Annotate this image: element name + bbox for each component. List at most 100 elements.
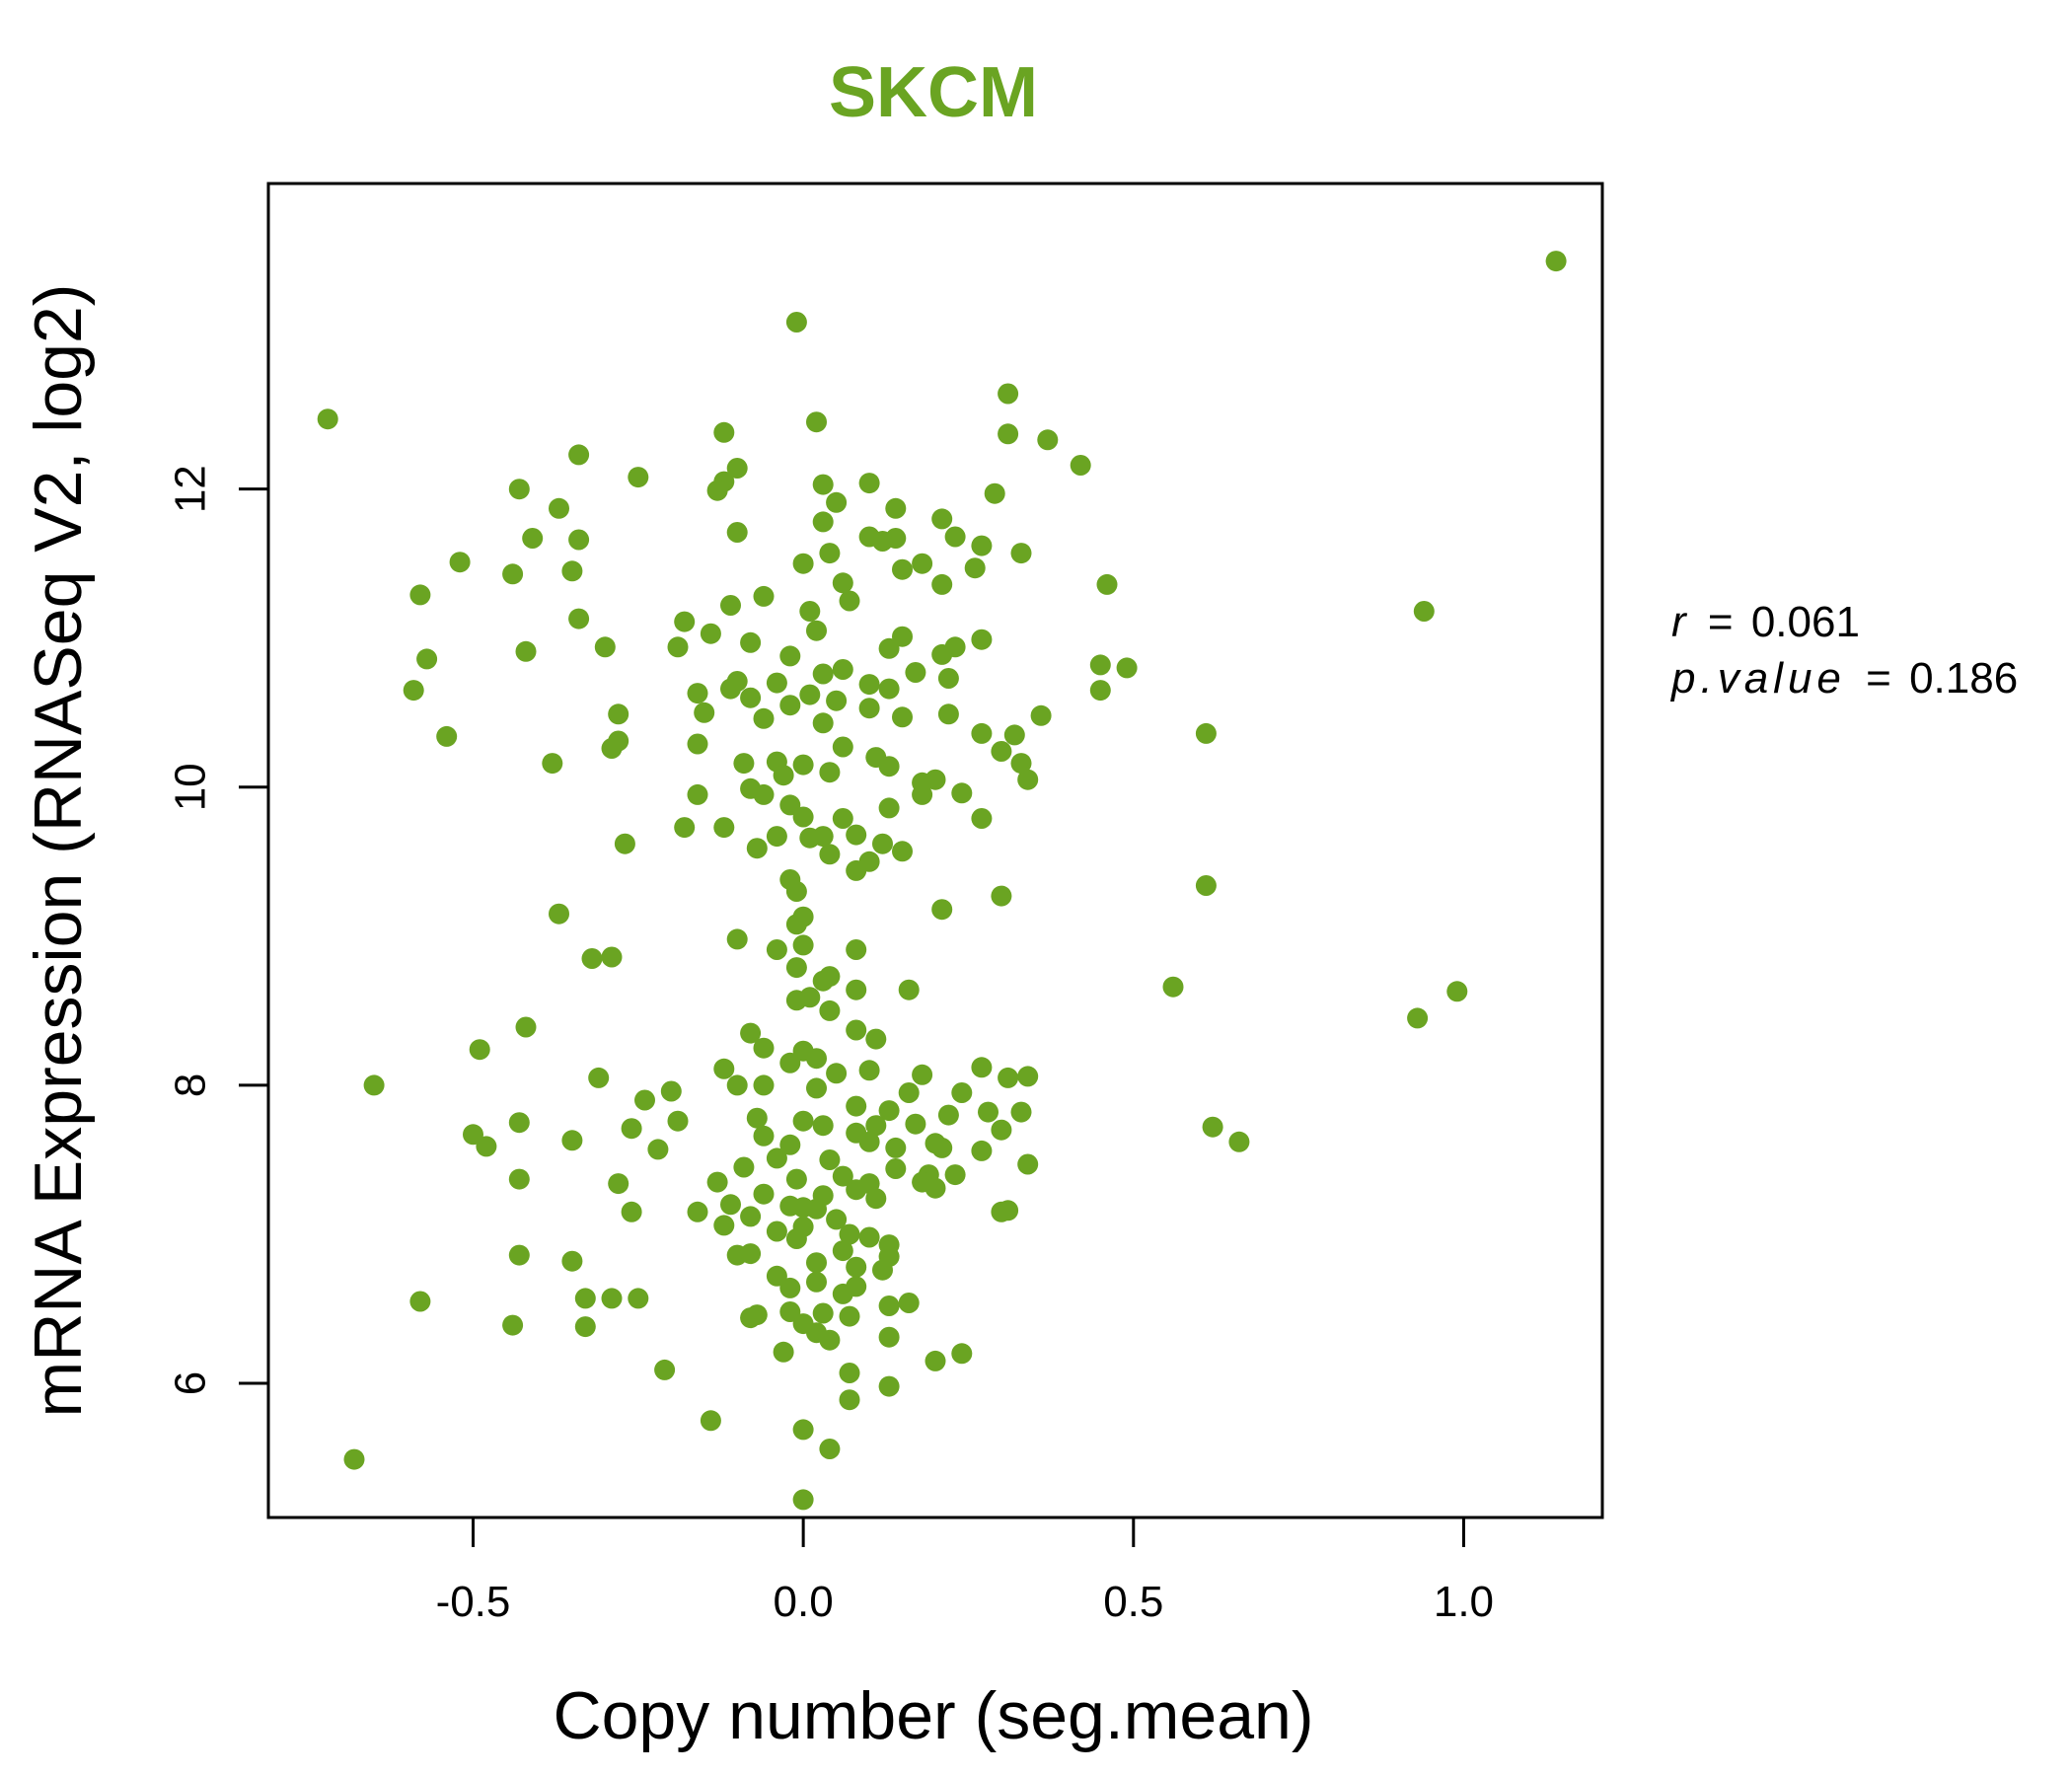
data-point <box>766 1265 787 1287</box>
y-tick-label: 8 <box>167 1073 215 1097</box>
data-point <box>971 722 993 744</box>
data-point <box>885 1158 907 1179</box>
p-equals: = <box>1866 654 1891 703</box>
data-point <box>1162 976 1184 998</box>
data-point <box>476 1136 497 1157</box>
data-point <box>502 563 524 585</box>
data-point <box>713 421 735 443</box>
data-point <box>713 817 735 839</box>
data-point <box>628 1288 649 1309</box>
data-point <box>799 601 821 622</box>
data-point <box>416 648 438 670</box>
data-point <box>694 702 715 723</box>
data-point <box>706 1171 728 1193</box>
data-point <box>608 1173 629 1195</box>
data-point <box>1228 1131 1250 1152</box>
r-equals: = <box>1708 598 1734 646</box>
data-point <box>779 1134 801 1155</box>
data-point <box>971 1140 993 1161</box>
plot-frame <box>266 182 1604 1519</box>
data-point <box>1003 724 1025 746</box>
data-point <box>819 1149 841 1170</box>
data-point <box>1037 429 1059 451</box>
data-point <box>779 1052 801 1073</box>
data-point <box>574 1288 596 1309</box>
data-point <box>363 1074 385 1096</box>
data-point <box>931 1137 953 1158</box>
data-point <box>687 1201 708 1222</box>
y-axis: 6 8 10 12 <box>167 465 270 1395</box>
data-point <box>1545 251 1567 272</box>
data-point <box>515 1016 537 1038</box>
data-point <box>912 1064 933 1085</box>
data-point <box>839 1305 860 1327</box>
data-point <box>766 1221 787 1242</box>
data-point <box>898 979 920 1000</box>
data-point <box>766 1147 787 1169</box>
data-point <box>508 1168 530 1190</box>
data-point <box>826 491 848 513</box>
data-point <box>792 1110 814 1132</box>
data-point <box>726 928 748 950</box>
data-point <box>865 1188 887 1210</box>
data-point <box>846 1019 867 1041</box>
data-point <box>872 833 893 854</box>
y-tick-label: 6 <box>167 1371 215 1395</box>
x-tick-label: 0.5 <box>1103 1578 1163 1626</box>
data-point <box>892 558 913 580</box>
data-point <box>931 508 953 530</box>
data-point <box>733 753 755 775</box>
data-point <box>1089 680 1111 702</box>
data-point <box>799 684 821 705</box>
data-point <box>561 1250 583 1272</box>
data-point <box>846 1095 867 1117</box>
data-point <box>819 999 841 1021</box>
data-point <box>944 1164 966 1186</box>
data-point <box>832 1165 853 1187</box>
data-point <box>713 1058 735 1079</box>
data-point <box>621 1201 642 1222</box>
data-point <box>574 1316 596 1338</box>
data-point <box>971 808 993 829</box>
data-point <box>846 824 867 846</box>
data-point <box>785 1228 807 1249</box>
data-point <box>449 552 471 573</box>
data-point <box>773 765 794 786</box>
data-point <box>654 1359 676 1380</box>
data-point <box>601 738 623 759</box>
data-point <box>549 497 569 519</box>
data-point <box>1070 455 1091 476</box>
data-point <box>858 473 880 494</box>
data-point <box>766 672 787 694</box>
data-point <box>998 383 1019 405</box>
data-point <box>1202 1116 1223 1138</box>
data-point <box>806 1198 827 1220</box>
data-point <box>674 611 696 632</box>
data-point <box>568 444 590 466</box>
data-point <box>1116 657 1138 679</box>
data-point <box>991 741 1012 762</box>
data-point <box>317 408 338 430</box>
data-point <box>951 1343 973 1365</box>
data-point <box>878 678 900 700</box>
data-point <box>832 1283 853 1304</box>
data-point <box>647 1139 669 1160</box>
data-point <box>865 1028 887 1050</box>
data-point <box>878 797 900 819</box>
data-point <box>792 806 814 828</box>
y-tick-label: 10 <box>167 763 215 811</box>
data-point <box>594 636 616 658</box>
data-point <box>839 1389 860 1411</box>
data-point <box>785 914 807 935</box>
data-point <box>1017 1066 1039 1087</box>
data-point <box>839 1223 860 1245</box>
data-point <box>720 678 741 700</box>
data-point <box>1195 722 1217 744</box>
data-point <box>872 1259 893 1281</box>
data-point <box>740 631 762 653</box>
data-point <box>720 1194 741 1216</box>
data-point <box>832 808 853 829</box>
data-point <box>601 946 623 968</box>
data-point <box>878 1100 900 1122</box>
data-point <box>792 934 814 956</box>
